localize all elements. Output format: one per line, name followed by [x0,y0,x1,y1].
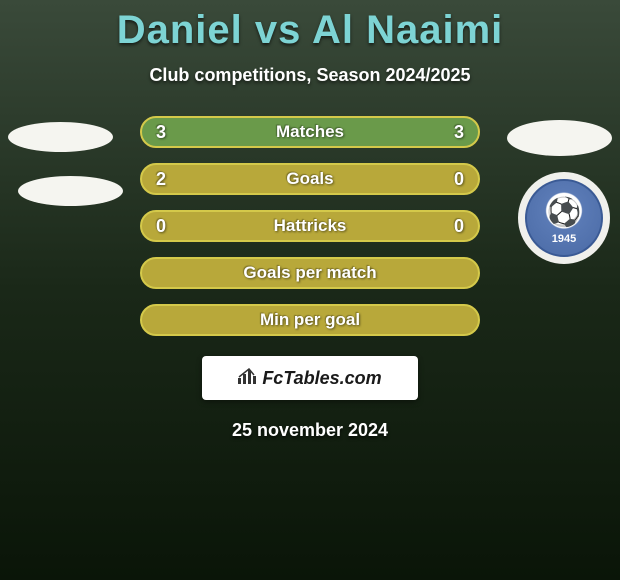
club-badge-year: 1945 [552,233,576,245]
stat-row-hattricks: 0 Hattricks 0 [140,210,480,242]
left-placeholder-oval-1 [8,122,113,152]
stat-left-value: 2 [156,169,166,190]
stat-label: Matches [276,122,344,142]
stat-label: Goals [286,169,333,189]
stat-label: Goals per match [243,263,376,283]
stat-row-min-per-goal: Min per goal [140,304,480,336]
stat-row-goals: 2 Goals 0 [140,163,480,195]
footer-date: 25 november 2024 [0,420,620,441]
stat-right-value: 3 [454,122,464,143]
page-subtitle: Club competitions, Season 2024/2025 [0,65,620,86]
stat-left-value: 3 [156,122,166,143]
stat-right-value: 0 [454,216,464,237]
stat-row-matches: 3 Matches 3 [140,116,480,148]
stat-row-goals-per-match: Goals per match [140,257,480,289]
football-icon [548,196,580,228]
stat-label: Min per goal [260,310,360,330]
stat-right-value: 0 [454,169,464,190]
bars-icon [238,368,258,389]
stat-left-value: 0 [156,216,166,237]
page-title: Daniel vs Al Naaimi [0,0,620,53]
branding-box[interactable]: FcTables.com [202,356,418,400]
branding-text: FcTables.com [262,368,381,389]
club-badge: 1945 [518,172,610,264]
club-badge-inner: 1945 [525,179,603,257]
right-placeholder-oval [507,120,612,156]
stat-label: Hattricks [274,216,347,236]
stats-table: 3 Matches 3 2 Goals 0 0 Hattricks 0 Goal… [140,116,480,336]
left-placeholder-oval-2 [18,176,123,206]
